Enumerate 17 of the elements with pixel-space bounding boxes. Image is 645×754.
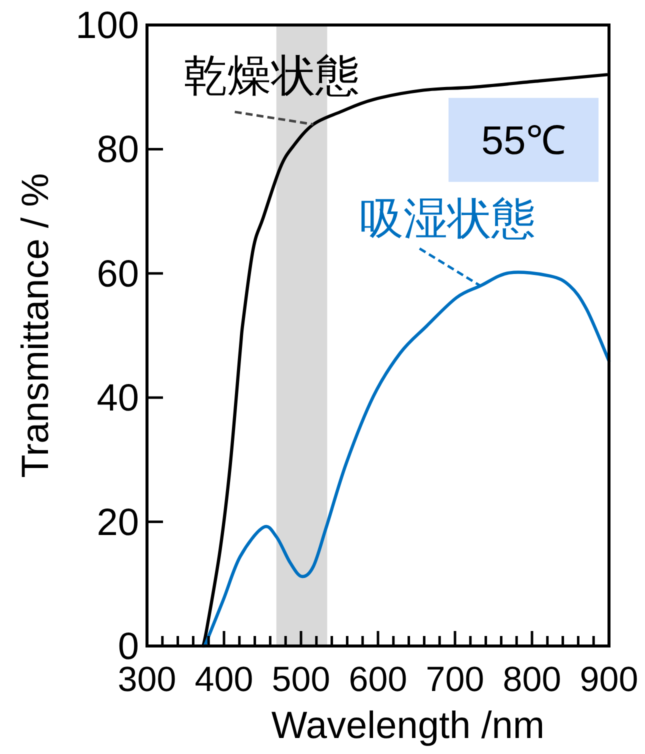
- x-tick-label: 600: [348, 660, 408, 699]
- annotation: 55℃: [481, 118, 566, 163]
- y-tick-label: 40: [96, 378, 139, 420]
- x-tick-label: 500: [272, 660, 330, 699]
- x-tick-label: 800: [502, 660, 562, 699]
- x-tick-label: 400: [194, 660, 254, 699]
- y-tick-label: 80: [96, 129, 139, 172]
- y-tick-label: 100: [76, 5, 139, 47]
- series-label: 吸湿状態: [359, 194, 536, 244]
- series-label: 乾燥状態: [184, 52, 360, 101]
- annotation: 55℃: [448, 98, 599, 182]
- y-tick-label: 20: [96, 502, 139, 544]
- y-axis-title: Transmittance / %: [15, 173, 57, 478]
- x-tick-label: 700: [426, 660, 484, 699]
- x-tick-label: 900: [580, 660, 638, 699]
- y-tick-label: 60: [96, 253, 139, 296]
- x-axis-title: Wavelength /nm: [271, 705, 545, 747]
